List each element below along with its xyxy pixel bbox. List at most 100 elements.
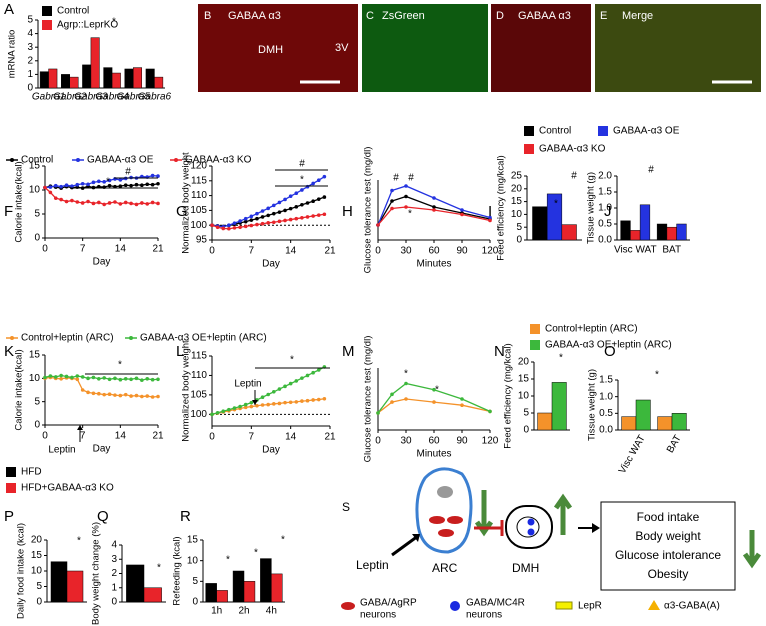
arrowhead xyxy=(77,425,83,430)
panel-letter: L xyxy=(176,343,184,360)
point xyxy=(404,205,408,209)
bar xyxy=(537,412,553,431)
point xyxy=(260,209,265,213)
point xyxy=(390,199,394,203)
annotation: # xyxy=(648,165,654,176)
x-tick-label: 90 xyxy=(456,246,468,257)
x-tick-label: Visc WAT xyxy=(614,245,657,256)
down-arrow xyxy=(474,490,494,537)
y-tick-label: 110 xyxy=(191,370,207,381)
point xyxy=(277,200,282,205)
chart: K 0 5 10 15 Calorie intake(kcal) Day 0 7 14 21 Cont… xyxy=(4,333,267,456)
y-tick-label: 3 xyxy=(27,42,33,53)
annotation: * xyxy=(300,175,304,186)
legend-label: Control+leptin (ARC) xyxy=(21,333,114,344)
point xyxy=(288,400,293,405)
point xyxy=(294,379,299,383)
y-axis-label: Body weight change (%) xyxy=(91,522,102,625)
bar xyxy=(639,204,651,241)
point xyxy=(288,194,293,198)
y-tick-label: 3 xyxy=(111,554,117,565)
x-tick-label: 7 xyxy=(80,431,86,442)
point xyxy=(156,377,160,382)
point xyxy=(80,201,85,205)
point xyxy=(102,392,106,397)
x-tick-label: Visc WAT xyxy=(617,433,648,475)
annotation: * xyxy=(254,548,258,559)
point xyxy=(294,216,299,221)
point xyxy=(107,392,112,397)
y-axis-label: Glucose tolerance test (mg/dl) xyxy=(363,147,374,274)
legend-swatch xyxy=(10,336,14,340)
y-tick-label: 0 xyxy=(111,597,117,608)
point xyxy=(272,220,276,225)
y-tick-label: 105 xyxy=(190,390,207,401)
y-tick-label: 0.5 xyxy=(599,408,613,419)
point xyxy=(59,377,63,381)
y-tick-label: 15 xyxy=(187,535,199,546)
point xyxy=(123,183,128,187)
point xyxy=(140,174,144,179)
point xyxy=(227,223,231,227)
y-tick-label: 5 xyxy=(192,576,198,587)
legend-label: Control xyxy=(539,126,571,137)
agrp-neuron xyxy=(429,516,445,524)
point xyxy=(305,201,310,205)
image-label: DMH xyxy=(258,44,283,56)
point xyxy=(91,391,96,396)
point xyxy=(432,196,436,200)
x-tick-label: 0 xyxy=(42,244,48,255)
point xyxy=(432,208,436,212)
panel-letter: S xyxy=(342,500,350,514)
point xyxy=(102,376,106,380)
outcome-box xyxy=(600,501,736,591)
y-tick-label: 20 xyxy=(31,535,43,546)
point xyxy=(113,200,117,204)
point xyxy=(97,391,101,396)
panel-letter: K xyxy=(4,343,14,360)
point xyxy=(432,387,436,392)
point xyxy=(300,202,304,207)
point xyxy=(107,178,112,183)
point xyxy=(107,201,112,205)
x-tick-label: Gabra3 xyxy=(74,92,108,103)
arrowhead xyxy=(592,523,600,533)
point xyxy=(260,395,265,400)
bar xyxy=(39,71,49,89)
y-tick-label: 10 xyxy=(29,185,41,196)
point xyxy=(488,215,492,220)
point xyxy=(70,184,74,188)
y-tick-label: 0 xyxy=(34,420,40,431)
point xyxy=(150,200,155,205)
y-axis-label: mRNA ratio xyxy=(7,30,18,79)
point xyxy=(311,214,315,218)
legend-label: Control xyxy=(21,155,53,166)
series-line xyxy=(44,374,159,381)
x-tick-label: Gabra6 xyxy=(138,92,172,103)
point xyxy=(260,215,265,219)
bar xyxy=(66,570,84,603)
bar xyxy=(61,74,70,89)
micrograph-e xyxy=(595,4,761,92)
point xyxy=(221,409,226,414)
legend-swatch xyxy=(524,126,534,136)
point xyxy=(118,178,123,182)
y-tick-label: 15 xyxy=(29,161,41,172)
point xyxy=(249,214,254,219)
point xyxy=(390,400,394,404)
arrowhead xyxy=(412,534,420,542)
chart: N 0 5 10 15 20 Feed efficiency (mg/kcal) Contro… xyxy=(494,324,672,449)
bar xyxy=(154,76,164,89)
point xyxy=(123,392,128,397)
y-tick-label: 115 xyxy=(191,351,207,362)
point xyxy=(294,191,299,196)
series-line xyxy=(377,185,491,226)
point xyxy=(249,404,254,409)
legend-swatch xyxy=(10,158,14,162)
point xyxy=(311,199,315,204)
x-tick-label: 7 xyxy=(249,246,255,257)
series-line xyxy=(377,382,491,414)
legend-label: neurons xyxy=(466,610,502,621)
